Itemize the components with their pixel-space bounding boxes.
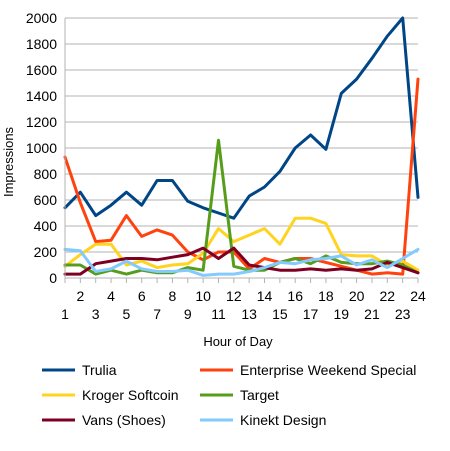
y-tick-label: 200	[34, 244, 58, 260]
x-tick-label: 18	[318, 288, 334, 304]
x-axis-title: Hour of Day	[203, 334, 273, 349]
y-tick-label: 1000	[26, 140, 57, 156]
y-tick-label: 0	[49, 270, 57, 286]
y-tick-label: 2000	[26, 10, 57, 26]
x-tick-label: 19	[333, 306, 349, 322]
gridlines	[65, 17, 418, 279]
y-tick-label: 400	[34, 218, 58, 234]
axes	[64, 18, 418, 279]
x-tick-label: 11	[211, 306, 226, 322]
y-axis-ticks: 0 200 400 600 800 1000 1200 1400 1600 1800 2000	[26, 10, 57, 286]
legend-label: Kinekt Design	[240, 412, 326, 428]
x-tick-label: 21	[364, 306, 380, 322]
x-tick-label: 5	[122, 306, 130, 322]
x-tick-label: 15	[272, 306, 288, 322]
series-line-trulia	[63, 16, 420, 220]
x-tick-label: 17	[303, 306, 319, 322]
x-tick-label: 6	[138, 288, 146, 304]
x-tick-label: 23	[395, 306, 411, 322]
x-tick-label: 1	[61, 306, 69, 322]
x-tick-label: 24	[410, 288, 426, 304]
x-tick-label: 7	[153, 306, 161, 322]
series-line-enterprise-weekend-special	[63, 77, 420, 276]
y-tick-label: 800	[34, 166, 58, 182]
legend-label: Vans (Shoes)	[82, 412, 166, 428]
series-lines	[63, 16, 420, 277]
y-tick-label: 1600	[26, 62, 57, 78]
x-tick-label: 9	[184, 306, 192, 322]
x-tick-label: 2	[76, 288, 84, 304]
y-tick-label: 1400	[26, 88, 57, 104]
x-tick-label: 3	[92, 306, 100, 322]
y-tick-label: 1800	[26, 36, 57, 52]
x-tick-label: 10	[195, 288, 211, 304]
x-tick-label: 13	[241, 306, 257, 322]
y-axis-title: Impressions	[1, 126, 16, 197]
legend-label: Kroger Softcoin	[82, 387, 179, 403]
legend-label: Trulia	[82, 362, 117, 378]
x-tick-label: 12	[226, 288, 242, 304]
y-tick-label: 600	[34, 192, 58, 208]
series-line-kinekt-design	[63, 247, 420, 277]
x-tick-label: 4	[107, 288, 115, 304]
x-tick-label: 14	[257, 288, 273, 304]
y-tick-label: 1200	[26, 114, 57, 130]
legend: Trulia Enterprise Weekend Special Kroger S…	[42, 362, 416, 428]
x-tick-label: 20	[349, 288, 365, 304]
legend-label: Enterprise Weekend Special	[240, 362, 416, 378]
series-line-vans-shoes	[63, 246, 420, 276]
x-tick-label: 22	[380, 288, 396, 304]
legend-label: Target	[240, 387, 279, 403]
x-tick-label: 8	[169, 288, 177, 304]
x-tick-label: 16	[287, 288, 303, 304]
